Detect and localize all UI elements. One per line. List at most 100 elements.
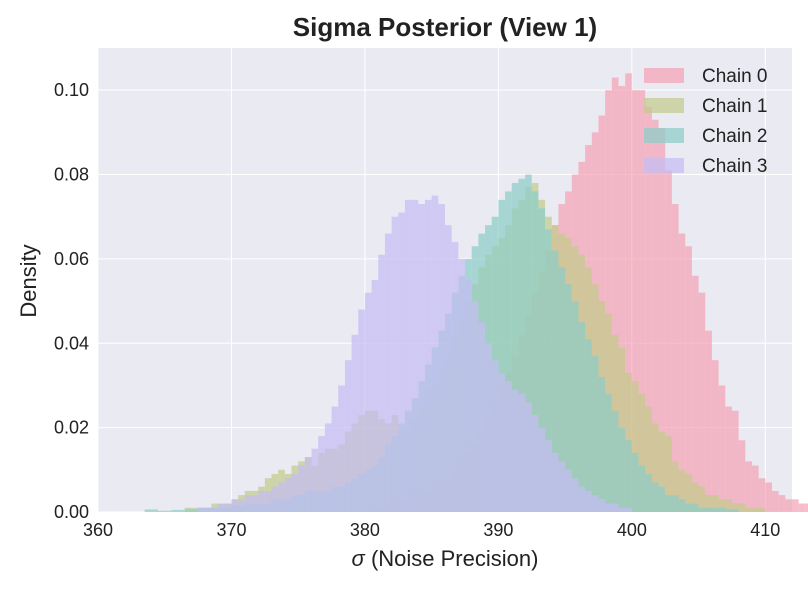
histogram-bar: [318, 436, 325, 512]
x-axis-label-text: (Noise Precision): [365, 546, 539, 571]
histogram-bar: [631, 452, 639, 512]
histogram-bar: [618, 427, 626, 512]
histogram-bar: [698, 507, 706, 512]
histogram-bar: [625, 73, 632, 513]
histogram-bar: [631, 381, 639, 512]
histogram-bar: [758, 507, 766, 512]
histogram-bar: [525, 174, 532, 512]
histogram-bar: [304, 457, 312, 512]
histogram-bar: [451, 242, 459, 512]
histogram-bar: [251, 495, 259, 512]
histogram-bar: [598, 499, 606, 512]
x-tick-label: 400: [617, 520, 647, 540]
histogram-bar: [445, 225, 452, 512]
histogram-bar: [691, 482, 699, 512]
histogram-bar: [711, 507, 719, 512]
histogram-bar: [551, 250, 559, 513]
histogram-bar: [565, 469, 572, 512]
histogram-bar: [411, 199, 419, 512]
histogram-bar: [591, 355, 599, 512]
y-tick-label: 0.04: [54, 333, 89, 353]
histogram-bar: [438, 204, 445, 512]
histogram-bar: [284, 478, 292, 512]
histogram-bar: [264, 490, 272, 512]
x-tick-label: 410: [750, 520, 780, 540]
histogram-bar: [224, 503, 232, 512]
histogram-bar: [471, 301, 479, 512]
histogram-bar: [585, 490, 592, 512]
histogram-bar: [571, 478, 579, 512]
histogram-bar: [271, 486, 279, 512]
histogram-bar: [211, 507, 219, 512]
histogram-bar: [638, 90, 646, 512]
y-tick-label: 0.06: [54, 249, 89, 269]
histogram-bar: [578, 486, 586, 512]
histogram-bar: [631, 90, 639, 512]
histogram-bar: [398, 212, 405, 512]
histogram-bar: [465, 280, 472, 512]
histogram-bar: [545, 229, 552, 512]
histogram-bar: [718, 507, 726, 512]
histogram-bar: [745, 507, 752, 512]
histogram-bar: [278, 482, 285, 512]
histogram-bar: [711, 360, 719, 512]
histogram-bar: [478, 322, 486, 512]
histogram-bar: [658, 486, 666, 512]
histogram-bar: [538, 427, 546, 512]
histogram-bar: [611, 410, 619, 512]
histogram-bar: [665, 170, 672, 512]
histogram-bar: [658, 128, 666, 513]
chart-title: Sigma Posterior (View 1): [293, 12, 597, 42]
histogram-bar: [485, 343, 492, 512]
legend-item-chain-1: Chain 1: [644, 96, 768, 117]
histogram-bar: [298, 465, 305, 512]
histogram-bar: [798, 503, 806, 512]
histogram-bar: [698, 292, 706, 512]
histogram-bar: [771, 490, 779, 512]
histogram-bar: [725, 509, 732, 512]
histogram-bar: [598, 377, 606, 512]
histogram-bar: [698, 486, 706, 512]
histogram-bar: [585, 339, 592, 512]
histogram-bar: [171, 509, 179, 512]
histogram-bar: [358, 309, 365, 512]
legend-item-chain-3: Chain 3: [644, 156, 768, 177]
histogram-bar: [678, 469, 686, 512]
histogram-bar: [751, 507, 759, 512]
histogram-bar: [691, 503, 699, 512]
histogram-bar: [238, 499, 245, 512]
legend-label: Chain 2: [702, 126, 768, 147]
histogram-bar: [505, 191, 512, 512]
y-tick-label: 0.08: [54, 165, 89, 185]
histogram-bar: [685, 474, 692, 512]
histogram-bar: [558, 267, 566, 512]
histogram-bar: [758, 478, 766, 512]
histogram-bar: [505, 381, 512, 512]
histogram-bars: [144, 73, 808, 513]
histogram-bar: [792, 499, 799, 512]
histogram-bar: [258, 490, 265, 512]
histogram-bar: [738, 440, 746, 512]
histogram-bar: [685, 503, 692, 512]
histogram-bar: [625, 507, 632, 512]
histogram-bar: [678, 233, 686, 512]
histogram-bar: [545, 440, 552, 512]
histogram-bar: [645, 406, 652, 512]
histogram-bar: [351, 334, 359, 512]
histogram-bar: [518, 178, 526, 512]
histogram-bar: [738, 503, 746, 512]
histogram-bar: [331, 406, 339, 512]
histogram-bar: [538, 208, 546, 513]
histogram-bar: [158, 510, 165, 512]
legend-label: Chain 3: [702, 156, 768, 177]
histogram-bar: [511, 182, 519, 512]
histogram-bar: [725, 406, 732, 512]
histogram-bar: [551, 452, 559, 512]
histogram-bar: [525, 402, 532, 512]
legend-swatch: [644, 98, 684, 113]
y-tick-label: 0.10: [54, 80, 89, 100]
histogram-bar: [665, 495, 672, 512]
histogram-bar: [665, 436, 672, 512]
histogram-bar: [578, 322, 586, 512]
